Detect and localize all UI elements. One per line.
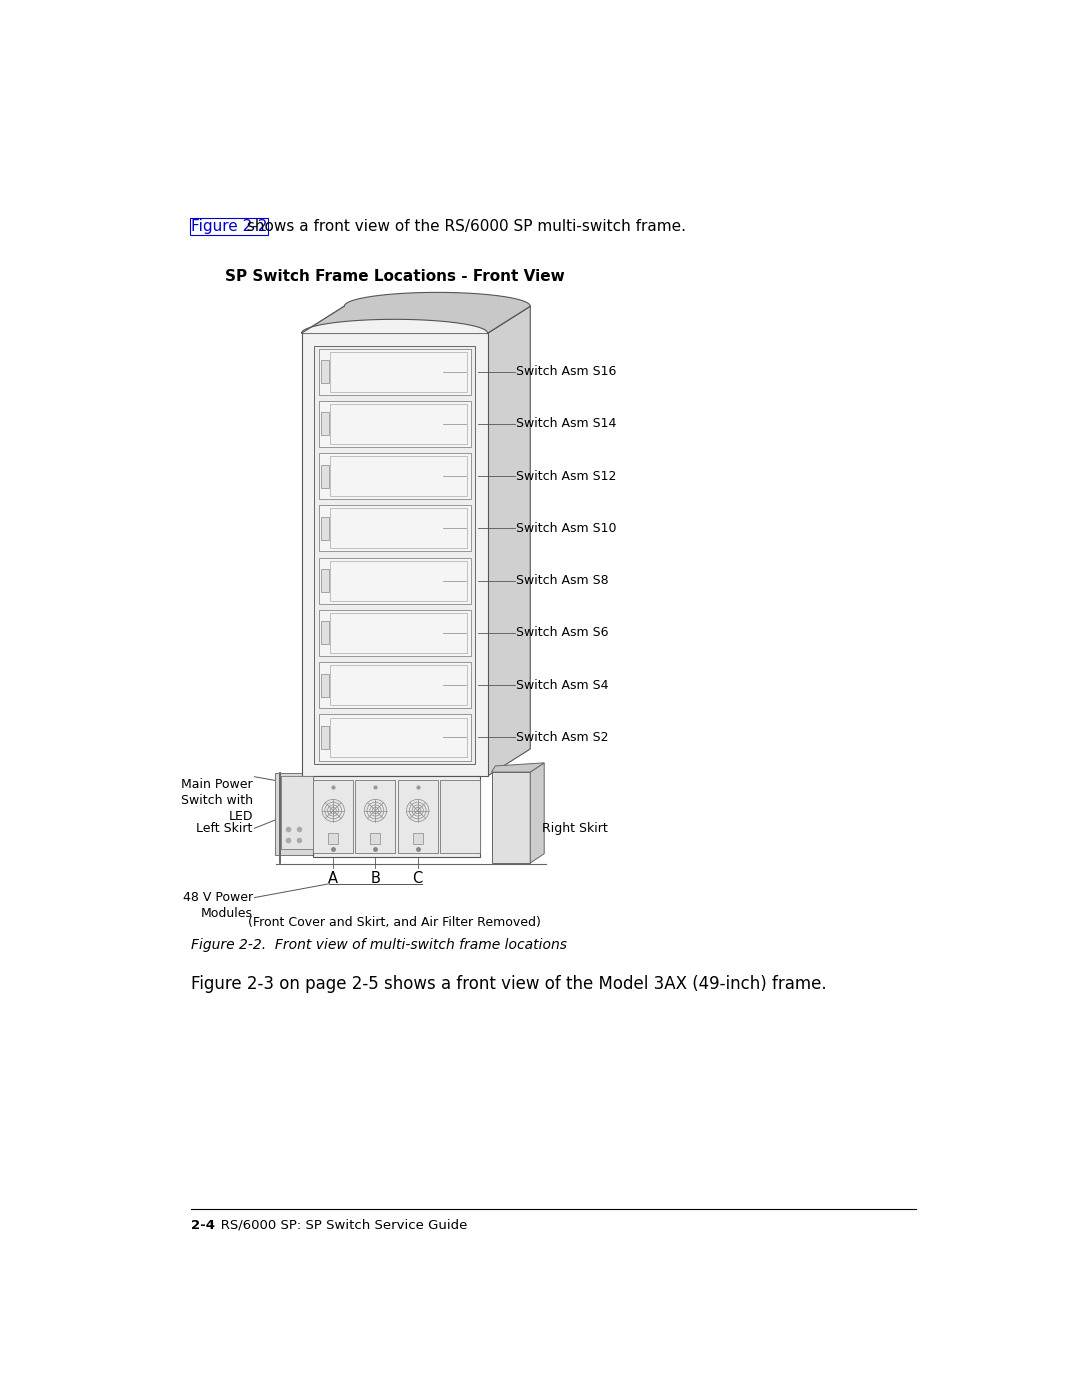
Bar	[330, 352, 468, 391]
Polygon shape	[301, 292, 530, 334]
Bar	[330, 457, 468, 496]
Bar	[321, 622, 328, 644]
Text: Switch Asm S8: Switch Asm S8	[516, 574, 609, 587]
Bar	[355, 780, 395, 854]
Bar	[330, 404, 468, 444]
Bar	[330, 718, 468, 757]
Bar	[440, 780, 480, 854]
Bar	[301, 334, 488, 775]
Text: C: C	[413, 872, 422, 887]
Text: RS/6000 SP: SP Switch Service Guide: RS/6000 SP: SP Switch Service Guide	[207, 1218, 468, 1232]
Polygon shape	[301, 320, 488, 334]
Text: 2-4: 2-4	[191, 1218, 215, 1232]
Text: B: B	[370, 872, 380, 887]
Text: Switch Asm S10: Switch Asm S10	[516, 522, 617, 535]
Bar	[319, 557, 471, 604]
Bar	[321, 360, 328, 383]
Bar	[370, 833, 380, 844]
Bar	[321, 517, 328, 541]
Bar	[319, 349, 471, 395]
Bar	[319, 453, 471, 499]
Text: Main Power
Switch with
LED: Main Power Switch with LED	[180, 778, 253, 823]
Bar	[281, 775, 313, 849]
Text: Switch Asm S14: Switch Asm S14	[516, 418, 617, 430]
Text: 48 V Power
Modules: 48 V Power Modules	[183, 891, 253, 921]
Text: Figure 2-2: Figure 2-2	[191, 219, 267, 235]
Text: shows a front view of the RS/6000 SP multi-switch frame.: shows a front view of the RS/6000 SP mul…	[242, 219, 686, 235]
Text: A: A	[328, 872, 338, 887]
Text: SP Switch Frame Locations - Front View: SP Switch Frame Locations - Front View	[225, 270, 565, 284]
Bar	[319, 401, 471, 447]
Polygon shape	[488, 306, 530, 775]
Bar	[321, 412, 328, 436]
Polygon shape	[491, 763, 544, 773]
Bar	[330, 509, 468, 549]
Text: Switch Asm S4: Switch Asm S4	[516, 679, 609, 692]
Text: Switch Asm S16: Switch Asm S16	[516, 365, 617, 379]
Bar	[274, 773, 316, 855]
Text: Left Skirt: Left Skirt	[197, 821, 253, 835]
Bar	[321, 726, 328, 749]
Bar	[321, 673, 328, 697]
Text: (Front Cover and Skirt, and Air Filter Removed): (Front Cover and Skirt, and Air Filter R…	[248, 916, 541, 929]
Text: Switch Asm S2: Switch Asm S2	[516, 731, 609, 745]
Bar	[491, 773, 530, 863]
Bar	[328, 833, 338, 844]
Bar	[319, 610, 471, 657]
Text: Switch Asm S6: Switch Asm S6	[516, 626, 609, 640]
Bar	[330, 613, 468, 652]
Bar	[313, 775, 480, 856]
Text: Switch Asm S12: Switch Asm S12	[516, 469, 617, 483]
Bar	[321, 465, 328, 488]
Bar	[319, 506, 471, 552]
Text: Figure 2-3 on page 2-5 shows a front view of the Model 3AX (49-inch) frame.: Figure 2-3 on page 2-5 shows a front vie…	[191, 975, 826, 993]
Bar	[321, 569, 328, 592]
Bar	[413, 833, 422, 844]
Bar	[314, 345, 475, 764]
Text: Figure 2-2.  Front view of multi-switch frame locations: Figure 2-2. Front view of multi-switch f…	[191, 937, 567, 951]
Bar	[313, 780, 353, 854]
Bar	[319, 662, 471, 708]
Bar	[397, 780, 437, 854]
Polygon shape	[530, 763, 544, 863]
Bar	[330, 560, 468, 601]
Polygon shape	[301, 306, 530, 334]
Bar	[330, 665, 468, 705]
Text: Right Skirt: Right Skirt	[542, 821, 608, 835]
Bar	[319, 714, 471, 760]
